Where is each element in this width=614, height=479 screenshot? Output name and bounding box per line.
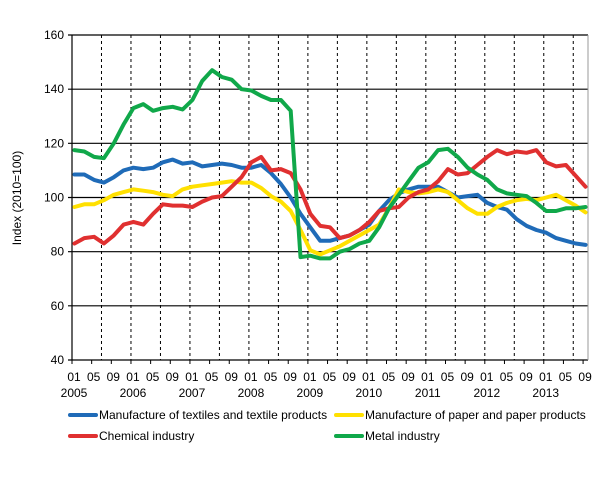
x-tick-month-label: 01 xyxy=(480,370,494,384)
x-tick-month-label: 09 xyxy=(578,370,592,384)
x-tick-month-label: 05 xyxy=(382,370,396,384)
x-tick-month-label: 05 xyxy=(264,370,278,384)
series-line xyxy=(72,148,588,246)
x-tick-month-label: 01 xyxy=(126,370,140,384)
x-tick-month-label: 05 xyxy=(559,370,573,384)
x-tick-month-label: 09 xyxy=(166,370,180,384)
x-tick-month-label: 01 xyxy=(244,370,258,384)
x-axis-ticks: 01 05 09 2005 01 05 09 2006 01 05 09 2007 01 05 09 2008… xyxy=(61,360,592,400)
x-tick-month-label: 01 xyxy=(362,370,376,384)
y-tick-label: 80 xyxy=(51,245,65,259)
legend: Manufacture of textiles and textile prod… xyxy=(68,408,586,443)
legend-label: Manufacture of textiles and textile prod… xyxy=(99,408,327,422)
x-tick-month-label: 09 xyxy=(401,370,415,384)
y-tick-label: 140 xyxy=(44,82,64,96)
x-tick-month-label: 05 xyxy=(205,370,219,384)
y-tick-label: 160 xyxy=(44,28,64,42)
x-tick-month-label: 09 xyxy=(343,370,357,384)
x-tick-year-label: 2013 xyxy=(532,386,559,400)
y-tick-label: 120 xyxy=(44,136,64,150)
y-tick-label: 100 xyxy=(44,191,64,205)
x-tick-month-label: 09 xyxy=(519,370,533,384)
x-tick-year-label: 2008 xyxy=(238,386,265,400)
y-tick-label: 60 xyxy=(51,299,65,313)
series-line xyxy=(72,179,588,257)
legend-label: Metal industry xyxy=(365,429,440,443)
grid xyxy=(68,34,589,361)
x-tick-year-label: 2012 xyxy=(473,386,500,400)
y-axis-ticks: 40 60 80 100 120 140 160 xyxy=(44,28,64,367)
y-tick-label: 40 xyxy=(51,353,65,367)
x-tick-month-label: 05 xyxy=(441,370,455,384)
x-tick-month-label: 05 xyxy=(87,370,101,384)
x-tick-month-label: 01 xyxy=(539,370,553,384)
series-lines xyxy=(72,68,588,261)
x-tick-year-label: 2010 xyxy=(356,386,383,400)
x-tick-month-label: 01 xyxy=(185,370,199,384)
series-line xyxy=(72,157,588,247)
x-tick-month-label: 05 xyxy=(500,370,514,384)
x-tick-month-label: 01 xyxy=(67,370,81,384)
x-tick-year-label: 2007 xyxy=(179,386,206,400)
x-tick-year-label: 2009 xyxy=(297,386,324,400)
x-tick-month-label: 09 xyxy=(284,370,298,384)
x-tick-month-label: 09 xyxy=(460,370,474,384)
x-tick-month-label: 01 xyxy=(303,370,317,384)
x-tick-month-label: 05 xyxy=(323,370,337,384)
x-tick-year-label: 2005 xyxy=(61,386,88,400)
series-line xyxy=(72,68,588,261)
x-tick-month-label: 09 xyxy=(225,370,239,384)
x-tick-month-label: 01 xyxy=(421,370,435,384)
x-tick-year-label: 2006 xyxy=(120,386,147,400)
legend-label: Chemical industry xyxy=(99,429,194,443)
x-tick-year-label: 2011 xyxy=(415,386,441,400)
y-axis-label: Index (2010=100) xyxy=(10,151,24,245)
legend-label: Manufacture of paper and paper products xyxy=(365,408,586,422)
x-tick-month-label: 09 xyxy=(107,370,121,384)
x-tick-month-label: 05 xyxy=(146,370,160,384)
